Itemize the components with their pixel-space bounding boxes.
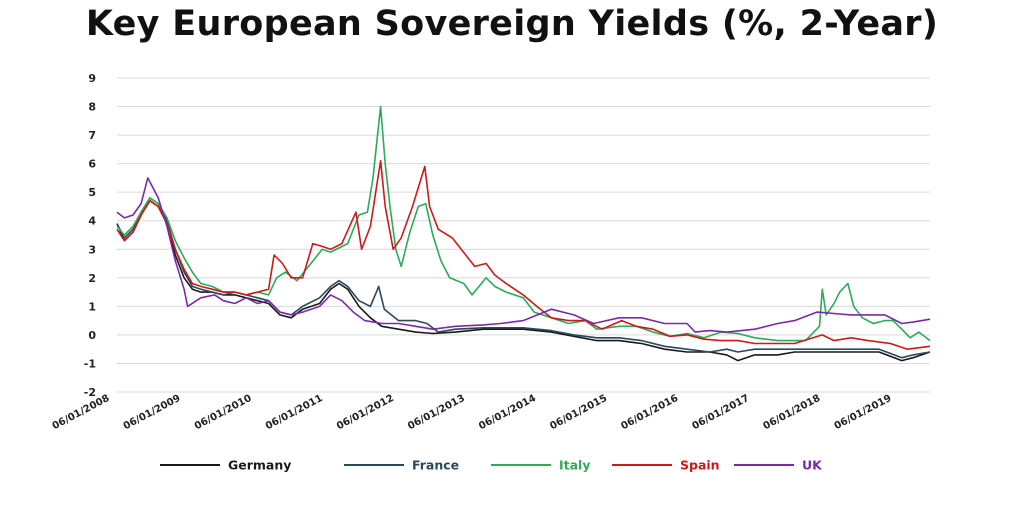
y-tick-label: 6 bbox=[88, 158, 96, 171]
series-line-france bbox=[116, 197, 931, 359]
x-tick-label: 06/01/2019 bbox=[833, 393, 894, 432]
y-tick-label: 3 bbox=[88, 243, 96, 256]
x-tick-label: 06/01/2018 bbox=[762, 393, 823, 432]
x-tick-label: 06/01/2016 bbox=[619, 393, 680, 432]
legend: Germany France Italy Spain UK bbox=[160, 458, 823, 473]
gridlines bbox=[117, 77, 930, 393]
y-tick-label: 9 bbox=[88, 72, 96, 85]
legend-label-france: France bbox=[412, 458, 459, 473]
y-tick-label: 7 bbox=[88, 129, 96, 142]
legend-label-spain: Spain bbox=[680, 458, 720, 473]
x-tick-label: 06/01/2010 bbox=[193, 393, 254, 432]
x-tick-label: 06/01/2012 bbox=[335, 393, 396, 432]
y-tick-label: -2 bbox=[84, 386, 96, 399]
x-tick-label: 06/01/2017 bbox=[690, 393, 751, 432]
x-tick-label: 06/01/2014 bbox=[477, 393, 538, 432]
legend-label-uk: UK bbox=[802, 458, 823, 473]
series-lines bbox=[116, 105, 931, 362]
x-tick-label: 06/01/2008 bbox=[51, 393, 112, 432]
x-tick-label: 06/01/2015 bbox=[548, 393, 609, 432]
y-tick-label: 1 bbox=[88, 300, 96, 313]
legend-label-italy: Italy bbox=[559, 458, 591, 473]
chart-title: Key European Sovereign Yields (%, 2-Year… bbox=[85, 4, 939, 44]
y-tick-label: 5 bbox=[88, 186, 96, 199]
series-line-germany bbox=[116, 199, 931, 362]
x-axis-ticks: 06/01/2008 06/01/2009 06/01/2010 06/01/2011… bbox=[51, 393, 894, 432]
y-tick-label: 0 bbox=[88, 329, 96, 342]
series-line-uk bbox=[116, 177, 931, 333]
series-line-spain bbox=[116, 160, 931, 350]
y-tick-label: 4 bbox=[88, 215, 96, 228]
y-tick-label: 2 bbox=[88, 272, 96, 285]
y-tick-label: -1 bbox=[84, 357, 96, 370]
x-tick-label: 06/01/2013 bbox=[406, 393, 467, 432]
legend-label-germany: Germany bbox=[228, 458, 291, 473]
y-tick-label: 8 bbox=[88, 101, 96, 114]
x-tick-label: 06/01/2011 bbox=[264, 393, 325, 432]
series-line-italy bbox=[116, 105, 931, 342]
y-axis-ticks: 9 8 7 6 5 4 3 2 1 0 -1 -2 bbox=[84, 72, 97, 399]
x-tick-label: 06/01/2009 bbox=[122, 393, 183, 432]
